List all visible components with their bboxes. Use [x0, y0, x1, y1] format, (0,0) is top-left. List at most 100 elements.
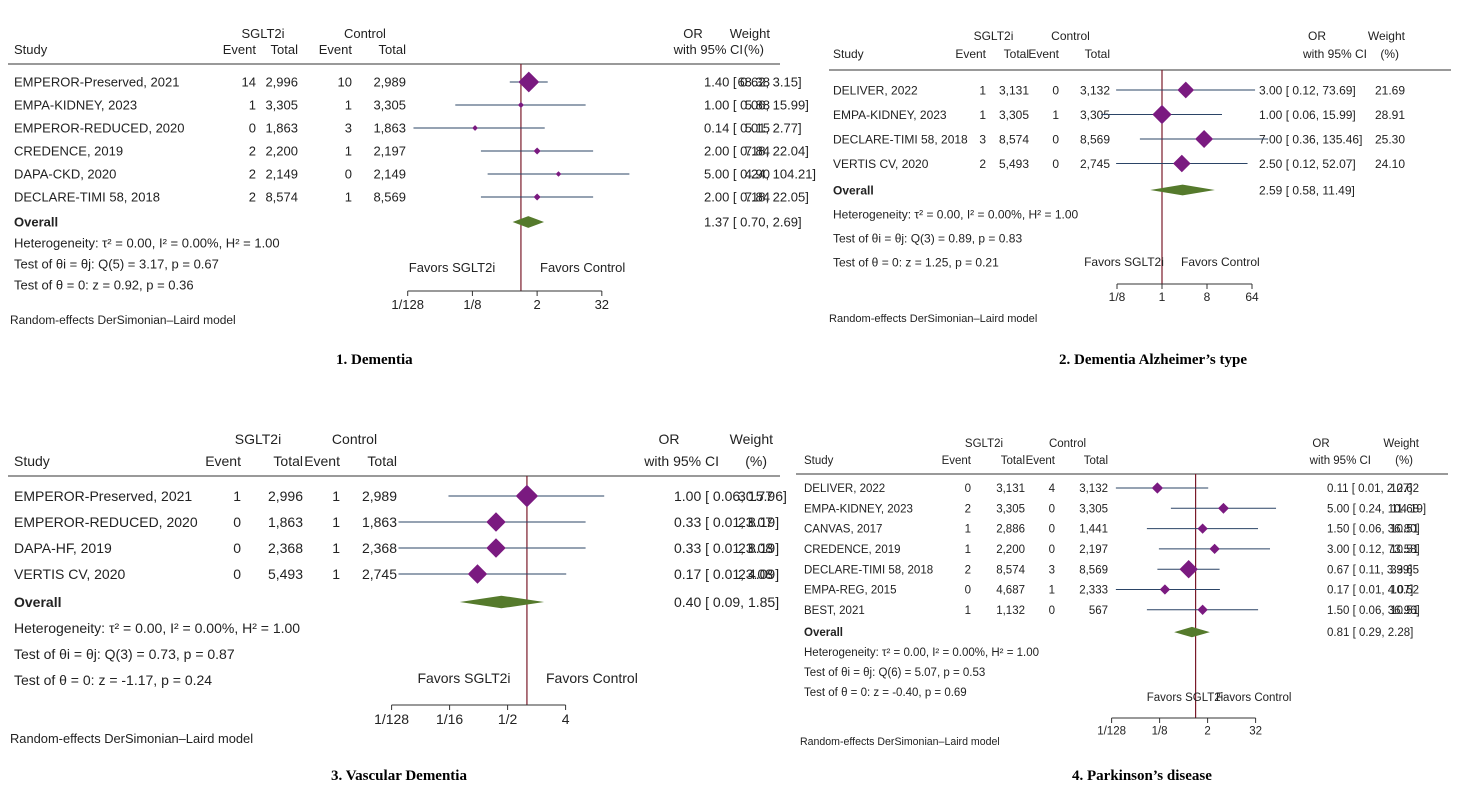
- overall-label: Overall: [14, 594, 61, 610]
- header-weight-unit: (%): [744, 42, 764, 57]
- study-weight: 24.10: [1375, 157, 1405, 171]
- model-note: Random-effects DerSimonian–Laird model: [800, 736, 1000, 748]
- study-name: CREDENCE, 2019: [804, 544, 901, 556]
- header-or: OR: [1308, 29, 1326, 43]
- study-total-sglt2i: 1,863: [265, 121, 298, 136]
- study-total-control: 3,132: [1079, 483, 1108, 495]
- study-name: EMPEROR-Preserved, 2021: [14, 488, 192, 504]
- study-event-control: 1: [345, 98, 352, 113]
- study-total-sglt2i: 1,863: [268, 514, 303, 530]
- study-total-sglt2i: 3,305: [265, 98, 298, 113]
- study-total-sglt2i: 4,687: [996, 585, 1025, 597]
- header-event-sglt2i: Event: [942, 455, 972, 467]
- study-name: EMPA-KIDNEY, 2023: [14, 98, 137, 113]
- favors-control-label: Favors Control: [540, 260, 625, 275]
- header-total-control: Total: [1084, 455, 1108, 467]
- study-or-ci: 1.40 [ 0.62, 3.15]: [704, 75, 802, 90]
- header-total-sglt2i: Total: [271, 42, 299, 57]
- study-total-control: 2,368: [362, 540, 397, 556]
- study-weight: 10.51: [1390, 524, 1419, 536]
- study-name: DELIVER, 2022: [833, 83, 918, 97]
- header-total-sglt2i: Total: [1001, 455, 1025, 467]
- study-event-control: 1: [1052, 108, 1059, 122]
- x-axis-tick-label: 1/128: [1097, 726, 1126, 738]
- study-event-sglt2i: 14: [242, 75, 256, 90]
- overall-label: Overall: [14, 215, 58, 230]
- study-name: EMPEROR-Preserved, 2021: [14, 75, 179, 90]
- study-point-estimate: [1173, 154, 1191, 173]
- study-weight: 10.52: [1390, 585, 1419, 597]
- model-note: Random-effects DerSimonian–Laird model: [829, 313, 1037, 325]
- study-or-ci: 2.00 [ 0.18, 22.04]: [704, 144, 809, 159]
- header-weight-unit: (%): [1395, 455, 1413, 467]
- study-point-estimate: [1195, 130, 1214, 148]
- study-point-estimate: [555, 171, 562, 177]
- study-weight: 11.68: [1391, 503, 1419, 515]
- header-weight-unit: (%): [1380, 47, 1399, 61]
- stat-line: Test of θ = 0: z = 0.92, p = 0.36: [14, 278, 194, 293]
- caption-parkinsons: 4. Parkinson’s disease: [1072, 768, 1212, 784]
- header-sglt2i: SGLT2i: [241, 26, 284, 41]
- forest-plot-alzheimers: SGLT2i Control OR Weight Study Event Total Even…: [829, 28, 1459, 353]
- header-weight-unit: (%): [745, 453, 767, 469]
- study-name: CANVAS, 2017: [804, 524, 882, 536]
- x-axis-tick-label: 4: [562, 711, 570, 727]
- study-name: DAPA-CKD, 2020: [14, 167, 116, 182]
- study-event-control: 0: [1052, 83, 1059, 97]
- study-total-control: 2,989: [362, 488, 397, 504]
- study-weight: 33.65: [1390, 564, 1419, 576]
- header-ci: with 95% CI: [673, 42, 743, 57]
- study-total-control: 8,569: [1079, 564, 1108, 576]
- header-control: Control: [1051, 29, 1090, 43]
- study-event-sglt2i: 0: [233, 514, 241, 530]
- header-ci: with 95% CI: [1309, 455, 1371, 467]
- header-or: OR: [659, 431, 680, 447]
- study-total-sglt2i: 8,574: [999, 132, 1029, 146]
- study-event-sglt2i: 2: [965, 564, 971, 576]
- study-total-control: 8,569: [1080, 132, 1110, 146]
- study-total-control: 1,441: [1079, 524, 1108, 536]
- study-event-sglt2i: 2: [979, 157, 986, 171]
- study-name: VERTIS CV, 2020: [833, 157, 929, 171]
- study-weight: 5.15: [745, 121, 770, 136]
- favors-control-label: Favors Control: [546, 670, 638, 686]
- study-total-sglt2i: 2,996: [268, 488, 303, 504]
- study-event-control: 0: [1049, 503, 1055, 515]
- header-event-sglt2i: Event: [223, 42, 257, 57]
- study-weight: 5.88: [745, 98, 770, 113]
- study-name: VERTIS CV, 2020: [14, 566, 126, 582]
- study-total-control: 2,197: [373, 144, 406, 159]
- study-name: EMPEROR-REDUCED, 2020: [14, 121, 185, 136]
- study-weight: 12.62: [1390, 483, 1419, 495]
- model-note: Random-effects DerSimonian–Laird model: [10, 731, 253, 746]
- study-event-control: 0: [1052, 132, 1059, 146]
- study-name: BEST, 2021: [804, 605, 865, 617]
- study-weight: 23.08: [738, 540, 773, 556]
- study-event-sglt2i: 2: [965, 503, 971, 515]
- study-total-control: 8,569: [373, 190, 406, 205]
- study-or-ci: 0.17 [ 0.01, 4.09]: [674, 566, 779, 582]
- study-total-control: 2,333: [1079, 585, 1108, 597]
- header-or: OR: [1312, 438, 1329, 450]
- study-point-estimate: [533, 193, 541, 201]
- overall-diamond: [1150, 184, 1215, 196]
- overall-or-ci: 0.81 [ 0.29, 2.28]: [1327, 627, 1413, 639]
- stat-line: Heterogeneity: τ² = 0.00, I² = 0.00%, H²…: [833, 207, 1079, 221]
- study-total-sglt2i: 5,493: [999, 157, 1029, 171]
- study-total-sglt2i: 5,493: [268, 566, 303, 582]
- header-total-control: Total: [1085, 47, 1110, 61]
- header-ci: with 95% CI: [1302, 47, 1367, 61]
- study-event-control: 4: [1049, 483, 1056, 495]
- study-event-sglt2i: 1: [965, 544, 971, 556]
- study-point-estimate: [518, 71, 540, 93]
- overall-label: Overall: [804, 627, 843, 639]
- study-total-sglt2i: 2,200: [996, 544, 1025, 556]
- header-study: Study: [833, 47, 864, 61]
- study-total-sglt2i: 8,574: [265, 190, 298, 205]
- header-control: Control: [344, 26, 386, 41]
- study-total-control: 3,305: [1080, 108, 1110, 122]
- study-or-ci: 1.50 [ 0.06, 36.96]: [1327, 605, 1420, 617]
- study-point-estimate: [1209, 543, 1220, 555]
- caption-vascular-dementia: 3. Vascular Dementia: [331, 768, 467, 784]
- study-total-sglt2i: 2,368: [268, 540, 303, 556]
